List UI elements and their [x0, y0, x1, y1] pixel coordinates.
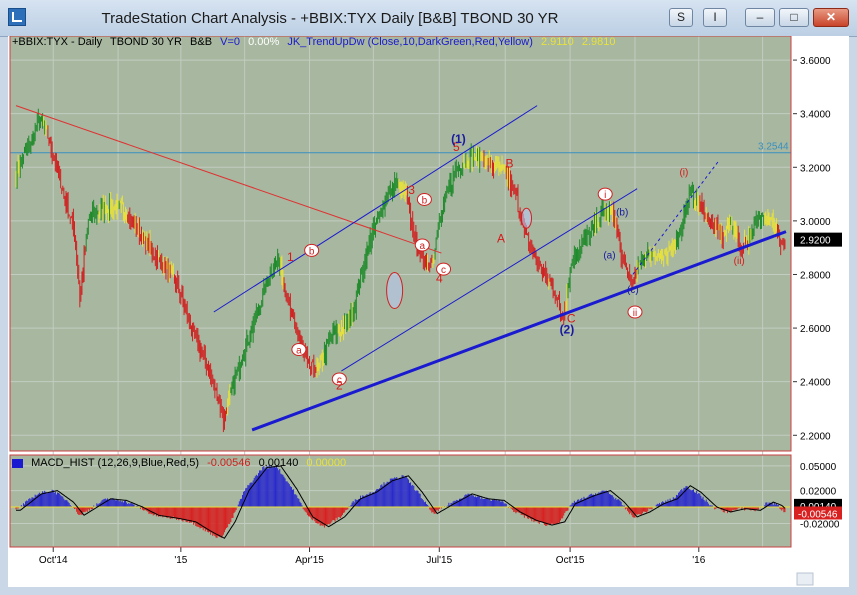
macd-panel-border [9, 454, 792, 548]
legend-symbol: +BBIX:TYX - Daily [12, 36, 103, 48]
wave-label: (2) [560, 322, 575, 336]
wave-circle-label: ii [633, 308, 637, 319]
wave-label: (i) [679, 167, 688, 178]
price-axis-label: 3.2000 [800, 163, 831, 174]
legend-volume: V=0 [220, 36, 240, 48]
price-axis-label: 2.4000 [800, 378, 831, 389]
wave-circle-label: a [419, 241, 425, 252]
macd-hist-last-label: -0.00546 [798, 510, 838, 521]
symbol-link-button[interactable]: S [669, 8, 693, 27]
macd-axis-label: -0.02000 [800, 519, 840, 530]
last-price-label: 2.9200 [800, 236, 831, 247]
legend-value-1: 2.9110 [540, 36, 574, 48]
wave-label: 4 [436, 272, 443, 286]
macd-signal-line [16, 465, 786, 539]
time-axis-label: Oct'15 [556, 555, 585, 566]
wave-label: A [497, 231, 505, 245]
wave-label: 2 [336, 379, 343, 393]
time-axis-label: '15 [174, 555, 187, 566]
trendline-lower-support [251, 230, 787, 432]
wave-circle-label: b [309, 246, 315, 257]
time-axis-label: Jul'15 [426, 555, 452, 566]
wave-circle-marker [291, 343, 307, 357]
wave-circle-marker [597, 187, 613, 201]
macd-legend-name: MACD_HIST (12,26,9,Blue,Red,5) [31, 457, 199, 469]
window-title: TradeStation Chart Analysis - +BBIX:TYX … [101, 10, 559, 27]
price-axis-label: 2.8000 [800, 270, 831, 281]
price-axis-label: 3.6000 [800, 56, 831, 67]
wave-label: C [567, 312, 576, 326]
price-axis-label: 3.0000 [800, 217, 831, 228]
wave-circle-marker [436, 262, 452, 276]
wave-label: 3 [408, 183, 415, 197]
price-axis-label: 3.4000 [800, 110, 831, 121]
price-axis-label: 2.6000 [800, 324, 831, 335]
macd-color-swatch-icon [12, 458, 23, 468]
window-titlebar: TradeStation Chart Analysis - +BBIX:TYX … [0, 0, 857, 37]
price-axis [793, 36, 849, 547]
wave-label: (b) [616, 208, 628, 219]
legend-change: 0.00% [248, 36, 280, 48]
macd-legend: MACD_HIST (12,26,9,Blue,Red,5) -0.00546 … [12, 457, 351, 469]
close-button[interactable]: ✕ [813, 8, 849, 27]
legend-indicator: JK_TrendUpDw (Close,10,DarkGreen,Red,Yel… [287, 36, 533, 48]
macd-axis-label: 0.02000 [800, 487, 837, 498]
price-legend: +BBIX:TYX - Daily TBOND 30 YR B&B V=0 0.… [12, 36, 621, 48]
wave-ellipse [520, 207, 532, 229]
wave-ellipse [386, 272, 404, 310]
wave-circle-marker [416, 192, 432, 206]
wave-label: (a) [603, 250, 615, 261]
wave-circle-marker [331, 372, 347, 386]
wave-label: (c) [627, 285, 639, 296]
legend-bb: B&B [190, 36, 213, 48]
trendline-red-downtrend [15, 105, 442, 254]
macd-hist-last-box [794, 506, 842, 520]
time-axis-label: '16 [692, 555, 705, 566]
maximize-button[interactable]: □ [779, 8, 809, 27]
wave-circle-marker [304, 243, 320, 257]
last-price-box [794, 232, 842, 247]
wave-label: 5 [453, 140, 460, 154]
wave-circle-label: a [296, 346, 302, 357]
tradestation-app-icon [8, 8, 26, 26]
price-panel-border [9, 36, 792, 452]
time-axis-label: Apr'15 [295, 555, 324, 566]
macd-legend-value-3: 0.00000 [306, 457, 347, 469]
wave-circle-label: c [337, 375, 342, 386]
minimize-button[interactable]: – [745, 8, 775, 27]
time-axis [10, 547, 791, 569]
wave-circle-marker [627, 305, 643, 319]
horizontal-line-label: 3.2544 [758, 142, 789, 153]
macd-legend-value-2: 0.00140 [258, 457, 299, 469]
wave-label: 1 [287, 250, 294, 264]
price-chart[interactable]: 3.2544 bacbaciii12345(1)BAC(2)(a)(b)(c)(… [8, 36, 849, 587]
macd-axis-label: 0.05000 [800, 462, 837, 473]
trendline-channel-upper [213, 105, 538, 313]
wave-circle-label: b [422, 195, 428, 206]
price-axis-label: 2.2000 [800, 431, 831, 442]
wave-circle-marker [414, 238, 430, 252]
legend-value-2: 2.9810 [581, 36, 616, 48]
scroll-grip[interactable] [796, 572, 814, 586]
wave-label: B [505, 156, 513, 170]
trendline-channel-lower [341, 188, 638, 372]
macd-legend-value-1: -0.00546 [207, 457, 251, 469]
wave-circle-label: c [441, 265, 446, 276]
wave-circle-label: i [604, 190, 606, 201]
indicator-button[interactable]: I [703, 8, 727, 27]
chart-window: 3.2544 b a c b a c i ii 1 2 3 4 5 (1) B A C (2) (a) (b) (c)(… [8, 36, 849, 587]
time-axis-label: Oct'14 [39, 555, 68, 566]
wave-label: (1) [451, 132, 466, 146]
wave-label: (ii) [734, 256, 745, 267]
legend-description: TBOND 30 YR [110, 36, 182, 48]
